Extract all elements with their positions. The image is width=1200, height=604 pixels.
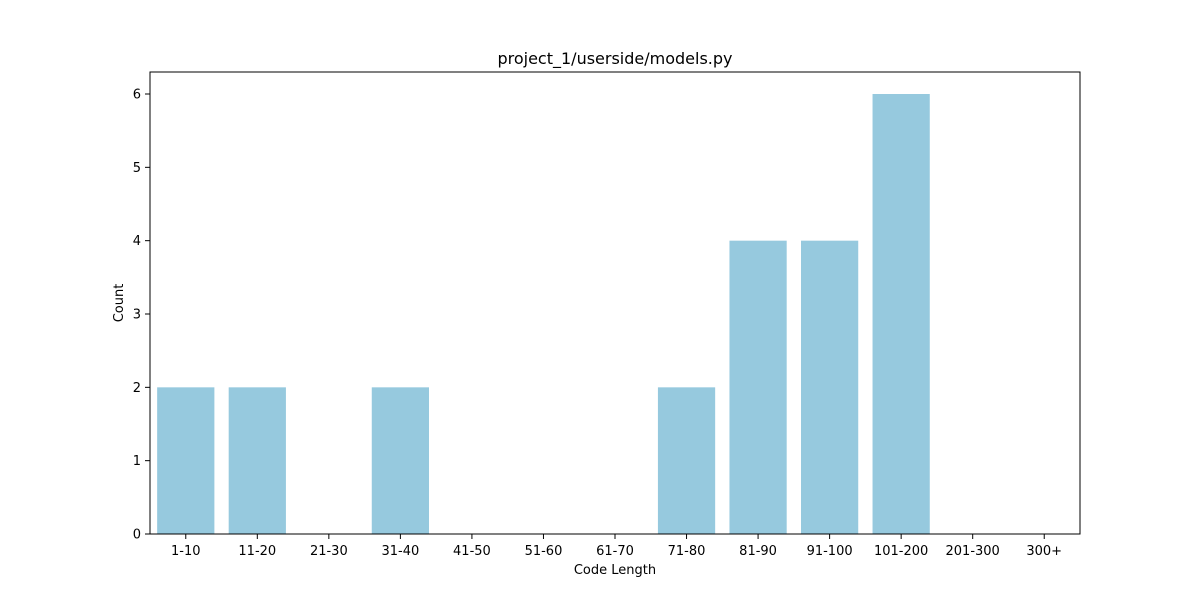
x-tick-label: 81-90 — [739, 544, 777, 559]
chart-title: project_1/userside/models.py — [497, 49, 732, 69]
y-tick-label: 4 — [133, 234, 141, 249]
y-tick-label: 5 — [133, 161, 141, 176]
x-tick-label: 1-10 — [171, 544, 201, 559]
x-tick-label: 91-100 — [807, 544, 853, 559]
x-tick-label: 31-40 — [381, 544, 419, 559]
y-tick-label: 1 — [133, 454, 141, 469]
bar-81-90 — [729, 240, 787, 534]
y-axis: 0 1 2 3 4 5 6 — [133, 88, 150, 543]
plot-frame — [149, 71, 1081, 535]
bar-91-100 — [801, 240, 859, 534]
x-tick-label: 71-80 — [668, 544, 706, 559]
x-tick-label: 11-20 — [238, 544, 276, 559]
y-tick-label: 3 — [133, 308, 141, 323]
bar-71-80 — [657, 387, 716, 534]
x-tick-label: 101-200 — [874, 544, 928, 559]
bar-101-200 — [872, 94, 930, 534]
y-tick-label: 2 — [133, 381, 141, 396]
x-tick-label: 21-30 — [310, 544, 348, 559]
bar-1-10 — [157, 387, 215, 534]
x-tick-label: 41-50 — [453, 544, 491, 559]
x-tick-label: 201-300 — [946, 544, 1000, 559]
y-axis-label: Count — [112, 284, 127, 323]
bar-11-20 — [228, 387, 286, 534]
bar-31-40 — [371, 387, 429, 534]
bars-group — [157, 94, 930, 534]
y-tick-label: 0 — [133, 528, 141, 543]
y-tick-label: 6 — [133, 88, 141, 103]
x-tick-label: 51-60 — [525, 544, 563, 559]
x-axis-label: Code Length — [574, 563, 656, 578]
x-tick-label: 300+ — [1026, 544, 1062, 559]
x-tick-label: 61-70 — [596, 544, 634, 559]
x-axis: 1-10 11-20 21-30 31-40 41-50 51-60 61-70 71-80 8… — [171, 534, 1062, 559]
